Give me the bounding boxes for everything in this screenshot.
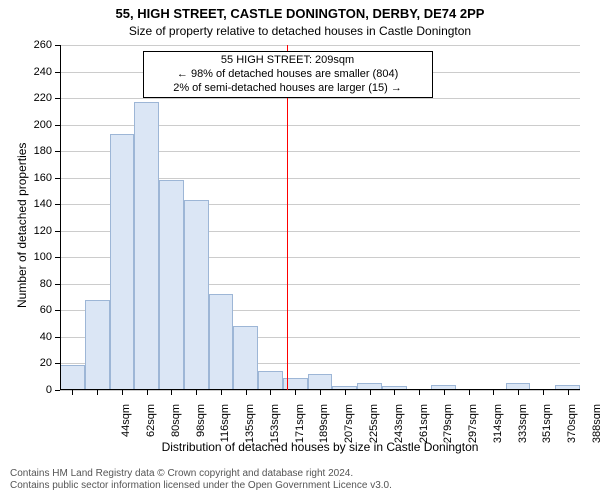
y-tick [55, 390, 60, 391]
x-tick [147, 390, 148, 395]
y-tick [55, 204, 60, 205]
histogram-bar [209, 294, 234, 390]
y-tick [55, 151, 60, 152]
y-tick-label: 200 [0, 119, 52, 131]
x-tick-label: 351sqm [541, 404, 553, 454]
y-tick [55, 257, 60, 258]
histogram-bar [85, 300, 110, 390]
x-tick-label: 261sqm [418, 404, 430, 454]
annotation-line: ← 98% of detached houses are smaller (80… [148, 68, 428, 82]
y-tick-label: 220 [0, 92, 52, 104]
y-tick [55, 98, 60, 99]
footer-line-2: Contains public sector information licen… [10, 480, 392, 492]
y-tick [55, 310, 60, 311]
x-tick [196, 390, 197, 395]
y-tick [55, 284, 60, 285]
histogram-bar [60, 365, 85, 390]
x-tick-label: 62sqm [145, 404, 157, 454]
x-tick [221, 390, 222, 395]
y-tick [55, 337, 60, 338]
y-axis-line [60, 45, 61, 390]
x-tick-label: 116sqm [219, 404, 231, 454]
x-tick [320, 390, 321, 395]
x-tick [543, 390, 544, 395]
y-tick-label: 160 [0, 172, 52, 184]
x-tick [345, 390, 346, 395]
histogram-bar [184, 200, 209, 390]
annotation-line: 55 HIGH STREET: 209sqm [148, 54, 428, 68]
x-tick-label: 171sqm [294, 404, 306, 454]
histogram-bar [308, 374, 333, 390]
x-tick [122, 390, 123, 395]
x-tick-label: 189sqm [318, 404, 330, 454]
y-tick [55, 45, 60, 46]
histogram-bar [134, 102, 159, 390]
x-tick-label: 225sqm [368, 404, 380, 454]
annotation-line: 2% of semi-detached houses are larger (1… [148, 82, 428, 96]
x-tick [469, 390, 470, 395]
histogram-bar [258, 371, 283, 390]
histogram-bar [159, 180, 184, 390]
histogram-bar [110, 134, 135, 390]
x-tick-label: 243sqm [393, 404, 405, 454]
x-tick-label: 44sqm [120, 404, 132, 454]
x-tick [419, 390, 420, 395]
x-tick-label: 279sqm [442, 404, 454, 454]
footer-line-1: Contains HM Land Registry data © Crown c… [10, 468, 392, 480]
y-tick-label: 140 [0, 198, 52, 210]
x-tick-label: 80sqm [170, 404, 182, 454]
chart-container: 55, HIGH STREET, CASTLE DONINGTON, DERBY… [0, 0, 600, 500]
x-tick-label: 370sqm [566, 404, 578, 454]
x-tick [72, 390, 73, 395]
y-tick-label: 20 [0, 357, 52, 369]
footer-text: Contains HM Land Registry data © Crown c… [10, 468, 392, 492]
histogram-bar [233, 326, 258, 390]
x-tick [246, 390, 247, 395]
x-tick [444, 390, 445, 395]
x-tick [295, 390, 296, 395]
x-tick [97, 390, 98, 395]
y-tick-label: 240 [0, 66, 52, 78]
y-tick [55, 125, 60, 126]
x-tick-label: 297sqm [467, 404, 479, 454]
x-tick-label: 388sqm [591, 404, 600, 454]
y-tick-label: 100 [0, 251, 52, 263]
y-tick-label: 40 [0, 331, 52, 343]
y-tick-label: 0 [0, 384, 52, 396]
y-tick [55, 231, 60, 232]
chart-subtitle: Size of property relative to detached ho… [0, 24, 600, 38]
y-tick [55, 178, 60, 179]
x-tick-label: 333sqm [517, 404, 529, 454]
x-tick [394, 390, 395, 395]
x-tick [370, 390, 371, 395]
x-tick [568, 390, 569, 395]
y-tick-label: 60 [0, 304, 52, 316]
chart-title: 55, HIGH STREET, CASTLE DONINGTON, DERBY… [0, 6, 600, 21]
y-tick-label: 80 [0, 278, 52, 290]
gridline [60, 45, 580, 46]
y-tick [55, 363, 60, 364]
x-tick [171, 390, 172, 395]
x-tick [493, 390, 494, 395]
x-tick-label: 153sqm [269, 404, 281, 454]
x-tick-label: 207sqm [343, 404, 355, 454]
y-tick-label: 180 [0, 145, 52, 157]
x-tick-label: 98sqm [195, 404, 207, 454]
x-tick [518, 390, 519, 395]
x-tick-label: 135sqm [244, 404, 256, 454]
y-tick-label: 120 [0, 225, 52, 237]
y-tick [55, 72, 60, 73]
x-tick-label: 314sqm [492, 404, 504, 454]
x-tick [270, 390, 271, 395]
y-tick-label: 260 [0, 39, 52, 51]
annotation-box: 55 HIGH STREET: 209sqm← 98% of detached … [143, 51, 433, 98]
